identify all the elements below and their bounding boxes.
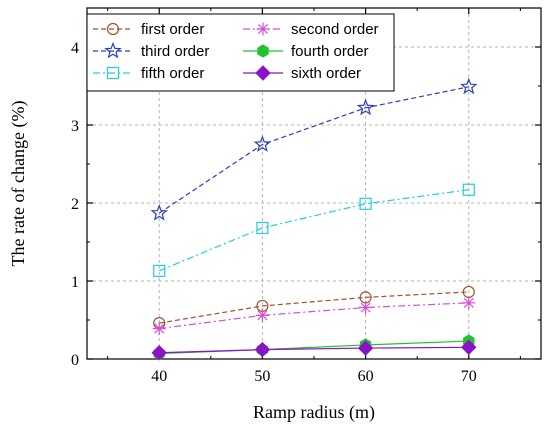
asterisk-stroke bbox=[360, 302, 371, 313]
series-line-fifth-order bbox=[158, 189, 469, 272]
y-tick-label: 4 bbox=[71, 40, 79, 57]
x-tick-label: 50 bbox=[254, 368, 270, 385]
series-second-order bbox=[152, 296, 476, 336]
data-point-fifth-order bbox=[153, 264, 166, 277]
data-point-second-order bbox=[152, 322, 166, 336]
asterisk-stroke bbox=[154, 323, 165, 334]
data-point-fifth-order bbox=[462, 183, 475, 196]
x-tick-label: 70 bbox=[461, 368, 477, 385]
data-point-second-order bbox=[462, 296, 476, 310]
series-line-first-order bbox=[159, 291, 469, 324]
legend-entry-first-order: first order bbox=[93, 21, 204, 38]
data-point-fifth-order bbox=[359, 197, 372, 210]
series-third-order bbox=[150, 77, 478, 221]
data-point-sixth-order bbox=[357, 340, 374, 356]
data-point-second-order bbox=[359, 301, 373, 315]
legend-entry-sixth-order: sixth order bbox=[243, 65, 361, 82]
x-tick-label: 60 bbox=[358, 368, 374, 385]
x-axis-title: Ramp radius (m) bbox=[253, 402, 375, 423]
legend-marker-second-order bbox=[256, 22, 270, 36]
legend-marker-sixth-order bbox=[255, 65, 271, 81]
y-axis-title: The rate of change (%) bbox=[8, 101, 29, 267]
series-line-sixth-order bbox=[159, 346, 469, 354]
data-point-sixth-order bbox=[151, 345, 167, 361]
data-point-third-order bbox=[253, 135, 272, 152]
legend-marker-first-order bbox=[106, 22, 120, 36]
asterisk-stroke bbox=[463, 297, 474, 308]
data-point-second-order bbox=[255, 308, 269, 322]
series-line-third-order bbox=[158, 86, 469, 214]
data-point-third-order bbox=[460, 77, 478, 95]
series-first-order bbox=[153, 285, 475, 330]
legend-marker-third-order bbox=[104, 41, 122, 59]
legend-label-second-order: second order bbox=[291, 21, 379, 38]
data-point-third-order bbox=[356, 98, 375, 116]
legend-label-third-order: third order bbox=[141, 43, 209, 60]
series-layer bbox=[150, 77, 478, 361]
y-tick-label: 2 bbox=[71, 196, 79, 213]
axis-ticks: 0 1 2 3 4 40 50 60 70 bbox=[71, 8, 541, 385]
legend: first order second order third order fourth… bbox=[86, 13, 395, 92]
legend-marker-fifth-order bbox=[106, 66, 120, 80]
legend-label-fourth-order: fourth order bbox=[291, 43, 369, 60]
y-tick-label: 0 bbox=[71, 352, 79, 369]
legend-entry-third-order: third order bbox=[93, 41, 209, 60]
legend-box bbox=[86, 13, 395, 92]
data-point-fifth-order bbox=[256, 221, 269, 235]
asterisk-stroke bbox=[257, 310, 268, 321]
y-tick-label: 1 bbox=[71, 274, 79, 291]
data-point-sixth-order bbox=[461, 339, 477, 356]
series-sixth-order bbox=[151, 339, 477, 361]
data-point-sixth-order bbox=[254, 341, 271, 358]
legend-label-sixth-order: sixth order bbox=[291, 65, 361, 82]
data-point-third-order bbox=[150, 203, 168, 221]
legend-entry-fourth-order: fourth order bbox=[243, 43, 369, 60]
legend-entry-second-order: second order bbox=[243, 21, 379, 38]
series-fifth-order bbox=[153, 183, 475, 277]
asterisk-stroke bbox=[257, 23, 269, 35]
x-tick-label: 40 bbox=[151, 368, 167, 385]
grid-lines bbox=[87, 8, 541, 359]
y-tick-label: 3 bbox=[71, 118, 79, 135]
legend-marker-fourth-order bbox=[257, 44, 269, 58]
legend-entry-fifth-order: fifth order bbox=[93, 65, 204, 82]
series-line-second-order bbox=[159, 302, 469, 330]
legend-label-first-order: first order bbox=[141, 21, 204, 38]
legend-label-fifth-order: fifth order bbox=[141, 65, 204, 82]
